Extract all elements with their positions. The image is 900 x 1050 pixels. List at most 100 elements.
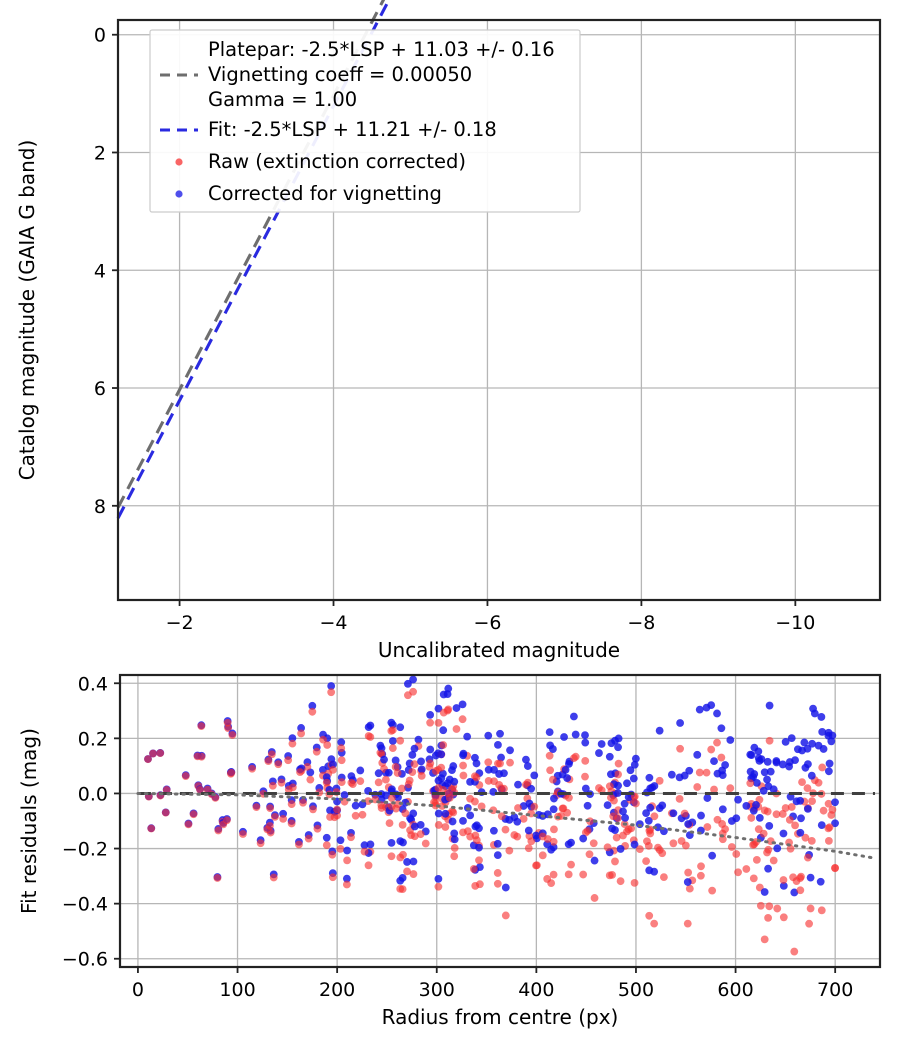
bottom-point-raw <box>655 776 664 785</box>
bottom-point-corrected <box>523 762 532 770</box>
bottom-point-corrected <box>708 851 717 860</box>
bottom-ytick-label: −0.2 <box>62 839 108 861</box>
bottom-point-corrected <box>607 770 615 779</box>
bottom-point-raw <box>707 745 716 754</box>
bottom-x-axis-title: Radius from centre (px) <box>382 1005 619 1029</box>
bottom-point-raw <box>343 856 352 865</box>
bottom-point-raw <box>417 771 426 780</box>
legend-label-platepar-2: Vignetting coeff = 0.00050 <box>208 63 472 86</box>
bottom-point-corrected <box>396 837 405 846</box>
bottom-point-corrected <box>450 829 459 838</box>
bottom-point-raw <box>803 853 812 862</box>
bottom-point-raw <box>299 798 307 807</box>
top-ytick-label: 6 <box>94 378 106 400</box>
bottom-point-raw <box>466 794 474 803</box>
bottom-point-corrected <box>434 776 443 785</box>
bottom-point-raw <box>477 802 486 811</box>
bottom-point-corrected <box>336 836 345 845</box>
legend-label-raw: Raw (extinction corrected) <box>208 150 466 173</box>
bottom-point-raw <box>147 824 156 833</box>
legend-label-fit: Fit: -2.5*LSP + 11.21 +/- 0.18 <box>208 118 497 141</box>
bottom-point-corrected <box>605 752 614 761</box>
bottom-point-raw <box>660 873 668 882</box>
bottom-point-raw <box>288 783 297 792</box>
bottom-point-raw <box>193 752 202 761</box>
bottom-point-corrected <box>387 718 396 727</box>
bottom-point-raw <box>514 804 522 812</box>
bottom-point-raw <box>398 885 407 893</box>
bottom-point-corrected <box>773 844 782 853</box>
bottom-point-corrected <box>616 845 625 853</box>
bottom-point-corrected <box>779 881 788 890</box>
top-y-axis-title: Catalog magnitude (GAIA G band) <box>15 140 39 481</box>
bottom-point-corrected <box>785 758 794 766</box>
bottom-point-raw <box>831 864 839 873</box>
bottom-point-raw <box>817 906 826 915</box>
bottom-point-corrected <box>297 724 305 732</box>
bottom-point-corrected <box>816 877 825 886</box>
bottom-point-corrected <box>808 739 816 748</box>
bottom-point-raw <box>500 784 508 793</box>
bottom-point-raw <box>374 778 383 787</box>
bottom-point-raw <box>710 785 718 794</box>
bottom-point-raw <box>803 784 812 793</box>
bottom-point-raw <box>501 911 510 920</box>
bottom-point-corrected <box>560 733 568 741</box>
bottom-point-raw <box>549 837 558 846</box>
bottom-point-corrected <box>721 761 730 769</box>
bottom-point-corrected <box>763 757 772 766</box>
bottom-point-raw <box>239 830 247 838</box>
bottom-point-corrected <box>790 888 799 897</box>
bottom-point-raw <box>312 747 321 756</box>
bottom-point-raw <box>196 785 204 794</box>
bottom-point-raw <box>791 821 799 830</box>
bottom-point-raw <box>409 870 418 878</box>
bottom-point-raw <box>189 810 198 819</box>
bottom-point-corrected <box>342 874 351 883</box>
bottom-point-corrected <box>463 732 472 741</box>
bottom-point-corrected <box>337 738 346 747</box>
bottom-point-raw <box>409 687 417 696</box>
bottom-point-corrected <box>765 822 774 830</box>
bottom-point-raw <box>796 874 805 883</box>
bottom-point-raw <box>631 799 640 808</box>
bottom-point-raw <box>287 819 296 828</box>
bottom-point-raw <box>356 777 365 785</box>
bottom-point-corrected <box>567 838 575 847</box>
bottom-point-corrected <box>703 794 712 802</box>
bottom-point-corrected <box>806 873 815 882</box>
bottom-point-raw <box>351 811 360 820</box>
bottom-point-raw <box>197 722 206 731</box>
bottom-point-corrected <box>439 769 447 778</box>
bottom-point-raw <box>227 768 236 777</box>
bottom-point-raw <box>248 764 256 773</box>
bottom-point-raw <box>616 877 625 886</box>
bottom-point-corrected <box>650 782 659 790</box>
bottom-point-raw <box>162 786 171 794</box>
bottom-point-corrected <box>391 756 400 765</box>
bottom-point-raw <box>614 770 622 779</box>
bottom-point-corrected <box>416 820 425 829</box>
bottom-point-corrected <box>629 774 638 783</box>
bottom-point-corrected <box>801 763 810 772</box>
bottom-point-corrected <box>322 833 331 842</box>
bottom-point-raw <box>749 874 758 883</box>
bottom-point-raw <box>274 760 283 769</box>
bottom-point-corrected <box>621 813 629 822</box>
bottom-point-raw <box>434 784 443 792</box>
bottom-point-corrected <box>581 784 590 793</box>
bottom-point-corrected <box>727 817 736 825</box>
bottom-point-corrected <box>506 746 514 755</box>
bottom-point-raw <box>764 913 772 922</box>
bottom-point-raw <box>644 841 653 850</box>
bottom-point-raw <box>459 771 468 780</box>
bottom-point-corrected <box>406 814 414 823</box>
bottom-xtick-label: 700 <box>817 979 853 1001</box>
bottom-point-raw <box>718 835 727 844</box>
bottom-point-corrected <box>630 760 639 769</box>
bottom-point-corrected <box>500 769 508 778</box>
bottom-point-corrected <box>718 805 727 814</box>
bottom-point-corrected <box>450 835 459 844</box>
bottom-point-raw <box>734 868 742 877</box>
bottom-point-corrected <box>489 826 498 835</box>
